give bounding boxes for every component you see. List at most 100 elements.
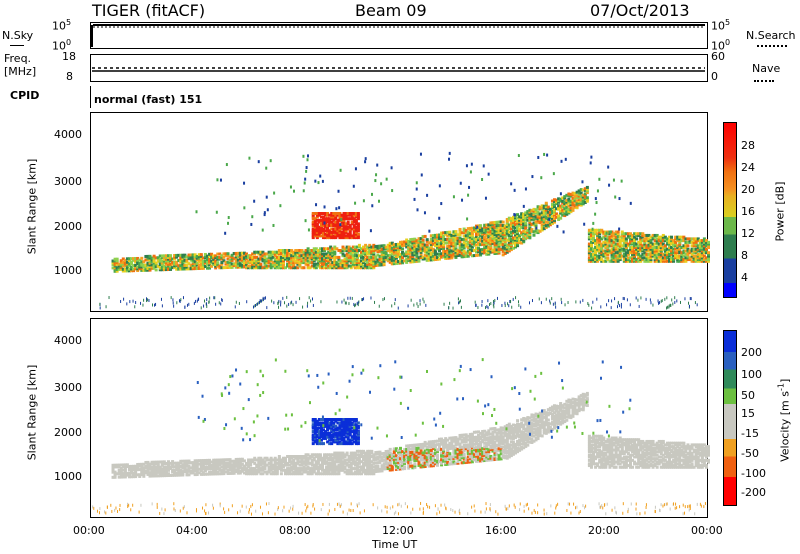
heatmap-cell (663, 252, 667, 256)
heatmap-cell (462, 249, 466, 253)
heatmap-cell (698, 259, 702, 263)
heatmap-cell (208, 261, 212, 265)
heatmap-cell (460, 244, 464, 248)
heatmap-cell (306, 266, 310, 270)
heatmap-cell (394, 261, 398, 265)
heatmap-cell (516, 216, 520, 220)
heatmap-cell (316, 455, 320, 459)
heatmap-cell (390, 241, 394, 245)
heatmap-cell (279, 264, 283, 268)
heatmap-cell (421, 247, 425, 251)
heatmap-cell (538, 219, 542, 223)
heatmap-cell (409, 241, 413, 245)
heatmap-cell (524, 218, 528, 222)
heatmap-cell (676, 251, 680, 255)
heatmap-cell (267, 261, 271, 265)
heatmap-cell (676, 258, 680, 262)
heatmap-cell (622, 249, 626, 253)
heatmap-cell (546, 215, 550, 219)
heatmap-cell (524, 226, 528, 230)
heatmap-cell (382, 257, 386, 261)
heatmap-cell (427, 449, 431, 453)
heatmap-cell (327, 458, 331, 462)
heatmap-cell (444, 256, 448, 260)
heatmap-cell (298, 249, 302, 253)
heatmap-cell (121, 260, 125, 264)
heatmap-cell (472, 242, 476, 246)
heatmap-cell (555, 212, 559, 216)
heatmap-cell (275, 264, 279, 268)
heatmap-cell (589, 258, 593, 262)
heatmap-cell (333, 247, 337, 251)
heatmap-cell (610, 252, 614, 256)
heatmap-cell (312, 259, 316, 263)
heatmap-cell (138, 462, 142, 466)
heatmap-cell (491, 226, 495, 230)
heatmap-cell (134, 257, 138, 261)
heatmap-cell (286, 252, 290, 256)
heatmap-cell (438, 247, 442, 251)
heatmap-cell (540, 211, 544, 215)
heatmap-cell (175, 264, 179, 268)
heatmap-cell (191, 255, 195, 259)
heatmap-cell (203, 469, 207, 473)
heatmap-cell (329, 264, 333, 268)
heatmap-cell (329, 467, 333, 471)
heatmap-cell (185, 464, 189, 468)
heatmap-cell (388, 453, 392, 457)
heatmap-cell (513, 245, 517, 249)
heatmap-cell (370, 468, 374, 472)
heatmap-cell (403, 252, 407, 256)
heatmap-cell (396, 259, 400, 263)
heatmap-cell (150, 460, 154, 464)
heatmap-cell (688, 249, 692, 253)
heatmap-cell (148, 472, 152, 476)
heatmap-cell (413, 237, 417, 241)
nave-bottom-tick: 0 (711, 70, 718, 83)
heatmap-cell (144, 466, 148, 470)
heatmap-cell (557, 197, 561, 201)
heatmap-cell (154, 256, 158, 260)
heatmap-cell (433, 251, 437, 255)
heatmap-cell (563, 207, 567, 211)
heatmap-cell (401, 456, 405, 460)
heatmap-cell (688, 240, 692, 244)
heatmap-cell (698, 249, 702, 253)
heatmap-cell (323, 266, 327, 270)
heatmap-cell (477, 231, 481, 235)
heatmap-cell (487, 245, 491, 249)
heatmap-cell (356, 229, 360, 233)
heatmap-cell (218, 460, 222, 464)
heatmap-cell (327, 461, 331, 465)
heatmap-cell (132, 257, 136, 261)
heatmap-cell (633, 235, 637, 239)
heatmap-cell (604, 256, 608, 260)
heatmap-cell (587, 249, 591, 253)
heatmap-cell (435, 456, 439, 460)
heatmap-cell (152, 254, 156, 258)
heatmap-cell (526, 235, 530, 239)
heatmap-cell (265, 266, 269, 270)
heatmap-cell (702, 258, 706, 262)
heatmap-cell (359, 254, 363, 258)
power-cbar-tick-20: 20 (741, 183, 755, 196)
heatmap-cell (653, 242, 657, 246)
heatmap-cell (292, 460, 296, 464)
heatmap-cell (421, 235, 425, 239)
heatmap-cell (136, 262, 140, 266)
heatmap-cell (130, 475, 134, 479)
heatmap-cell (331, 472, 335, 476)
heatmap-cell (220, 255, 224, 259)
heatmap-cell (553, 218, 556, 222)
heatmap-cell (456, 236, 460, 240)
heatmap-cell (676, 256, 680, 260)
heatmap-cell (327, 465, 331, 469)
heatmap-cell (273, 458, 277, 462)
heatmap-cell (302, 154, 305, 158)
heatmap-cell (286, 250, 290, 254)
heatmap-cell (421, 242, 425, 246)
heatmap-cell (688, 251, 692, 255)
heatmap-cell (466, 235, 470, 239)
heatmap-cell (306, 460, 310, 464)
heatmap-cell (354, 229, 358, 233)
